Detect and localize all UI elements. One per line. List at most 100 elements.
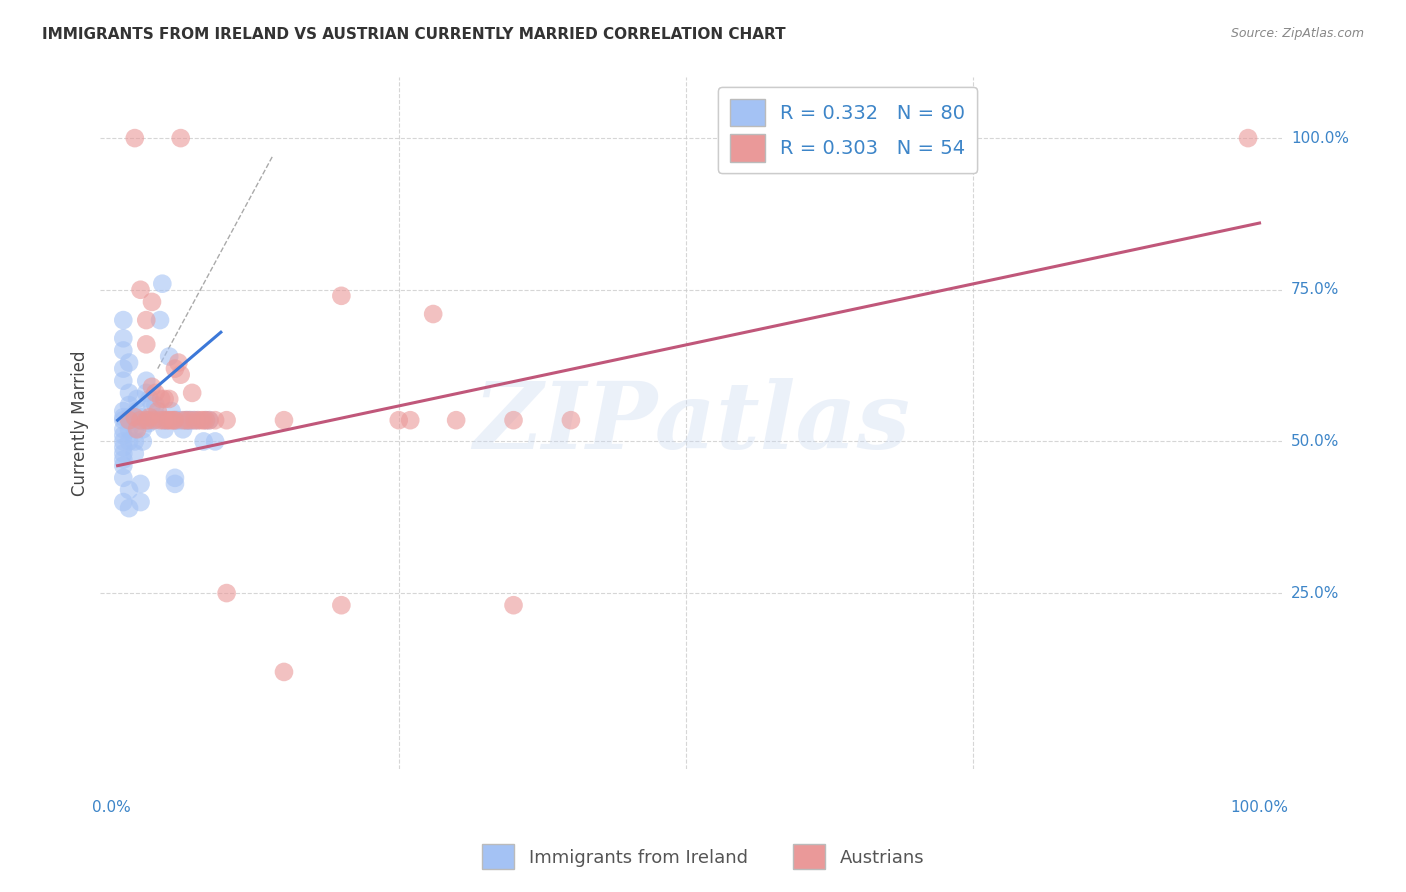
Point <box>1237 131 1260 145</box>
Point <box>198 413 221 427</box>
Text: Source: ZipAtlas.com: Source: ZipAtlas.com <box>1230 27 1364 40</box>
Point <box>176 413 198 427</box>
Point <box>125 422 148 436</box>
Point <box>112 343 135 358</box>
Point <box>194 413 217 427</box>
Point <box>125 413 148 427</box>
Point <box>190 413 212 427</box>
Point <box>160 413 183 427</box>
Point <box>157 413 180 427</box>
Point <box>112 428 135 442</box>
Point <box>135 337 157 351</box>
Point <box>129 413 152 427</box>
Point <box>125 392 148 406</box>
Point <box>112 452 135 467</box>
Point <box>165 413 187 427</box>
Legend: R = 0.332   N = 80, R = 0.303   N = 54: R = 0.332 N = 80, R = 0.303 N = 54 <box>718 87 977 173</box>
Point <box>150 277 173 291</box>
Point <box>179 413 201 427</box>
Point <box>204 413 226 427</box>
Point <box>112 441 135 455</box>
Point <box>163 471 186 485</box>
Point <box>166 413 188 427</box>
Point <box>330 289 353 303</box>
Point <box>181 385 204 400</box>
Text: 0.0%: 0.0% <box>93 799 131 814</box>
Point <box>167 413 190 427</box>
Point <box>118 410 141 425</box>
Point <box>112 446 135 460</box>
Point <box>145 385 167 400</box>
Point <box>112 361 135 376</box>
Point <box>273 665 295 679</box>
Text: 50.0%: 50.0% <box>1291 434 1339 449</box>
Point <box>124 410 146 425</box>
Point <box>118 385 141 400</box>
Point <box>157 392 180 406</box>
Point <box>215 413 238 427</box>
Point <box>118 501 141 516</box>
Point <box>124 413 146 427</box>
Point <box>444 413 467 427</box>
Point <box>118 413 141 427</box>
Point <box>124 410 146 425</box>
Point <box>157 350 180 364</box>
Point <box>146 404 169 418</box>
Point <box>141 398 163 412</box>
Point <box>152 413 174 427</box>
Point <box>153 392 176 406</box>
Point <box>273 413 295 427</box>
Point <box>112 331 135 345</box>
Point <box>183 413 205 427</box>
Point <box>560 413 582 427</box>
Point <box>138 416 160 430</box>
Point <box>135 313 157 327</box>
Point <box>125 404 148 418</box>
Point <box>172 422 194 436</box>
Point <box>193 413 215 427</box>
Point <box>112 374 135 388</box>
Y-axis label: Currently Married: Currently Married <box>72 351 89 496</box>
Point <box>112 434 135 449</box>
Point <box>160 404 183 418</box>
Text: ZIPatlas: ZIPatlas <box>472 378 910 468</box>
Point <box>124 422 146 436</box>
Point <box>143 413 166 427</box>
Point <box>198 413 221 427</box>
Point <box>422 307 444 321</box>
Point <box>156 413 179 427</box>
Point <box>132 413 155 427</box>
Point <box>215 586 238 600</box>
Point <box>112 410 135 425</box>
Point <box>112 413 135 427</box>
Point <box>194 413 217 427</box>
Text: 100.0%: 100.0% <box>1291 130 1348 145</box>
Point <box>138 392 160 406</box>
Point <box>399 413 422 427</box>
Point <box>118 355 141 369</box>
Point <box>181 413 204 427</box>
Point <box>112 404 135 418</box>
Point <box>153 422 176 436</box>
Point <box>155 413 177 427</box>
Point <box>141 294 163 309</box>
Point <box>176 413 198 427</box>
Point <box>502 413 524 427</box>
Point <box>152 413 174 427</box>
Point <box>176 413 198 427</box>
Point <box>167 355 190 369</box>
Point <box>163 476 186 491</box>
Point <box>502 598 524 612</box>
Point <box>170 368 193 382</box>
Point <box>179 413 201 427</box>
Text: 25.0%: 25.0% <box>1291 585 1339 600</box>
Point <box>129 413 152 427</box>
Text: IMMIGRANTS FROM IRELAND VS AUSTRIAN CURRENTLY MARRIED CORRELATION CHART: IMMIGRANTS FROM IRELAND VS AUSTRIAN CURR… <box>42 27 786 42</box>
Point <box>187 413 209 427</box>
Point <box>138 413 160 427</box>
Point <box>174 413 197 427</box>
Point <box>193 434 215 449</box>
Point <box>138 410 160 425</box>
Point <box>170 413 193 427</box>
Point <box>124 131 146 145</box>
